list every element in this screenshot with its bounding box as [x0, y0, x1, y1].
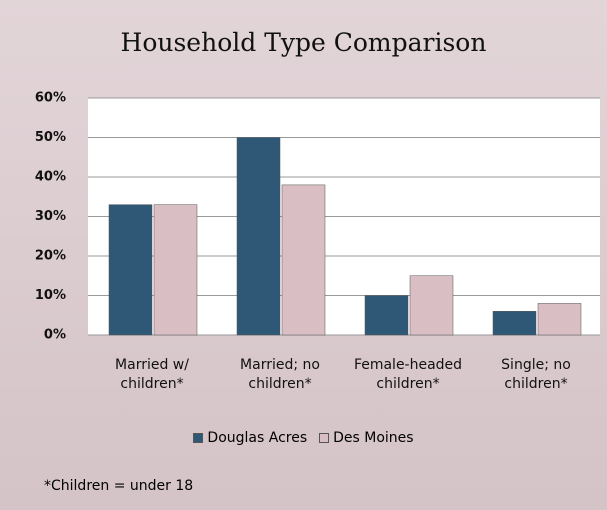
legend: Douglas Acres Des Moines: [0, 430, 607, 446]
bar: [108, 204, 153, 336]
footnote: *Children = under 18: [44, 478, 194, 494]
y-tick-label: 20%: [35, 249, 66, 264]
y-tick-label: 40%: [35, 170, 66, 185]
y-tick-label: 10%: [35, 288, 66, 303]
chart-title: Household Type Comparison: [120, 28, 487, 57]
bar: [492, 311, 537, 336]
legend-swatch: [319, 433, 330, 443]
bar: [364, 295, 409, 336]
legend-label: Des Moines: [333, 430, 414, 446]
y-tick-label: 50%: [35, 130, 66, 145]
y-tick-label: 0%: [44, 328, 66, 343]
x-tick-label: Married; no children*: [240, 357, 320, 392]
bar: [409, 275, 454, 336]
bar: [281, 184, 326, 336]
legend-item: Des Moines: [319, 430, 414, 446]
x-tick-label: Single; no children*: [501, 357, 571, 392]
legend-swatch: [193, 433, 204, 443]
legend-label: Douglas Acres: [207, 430, 308, 446]
y-tick-label: 30%: [35, 209, 66, 224]
x-tick-label: Married w/ children*: [115, 357, 189, 392]
x-tick-label: Female-headed children*: [353, 357, 463, 392]
y-tick-label: 60%: [35, 91, 66, 106]
bar: [236, 137, 281, 336]
bar: [537, 303, 582, 336]
legend-item: Douglas Acres: [193, 430, 307, 446]
bar: [153, 204, 198, 336]
